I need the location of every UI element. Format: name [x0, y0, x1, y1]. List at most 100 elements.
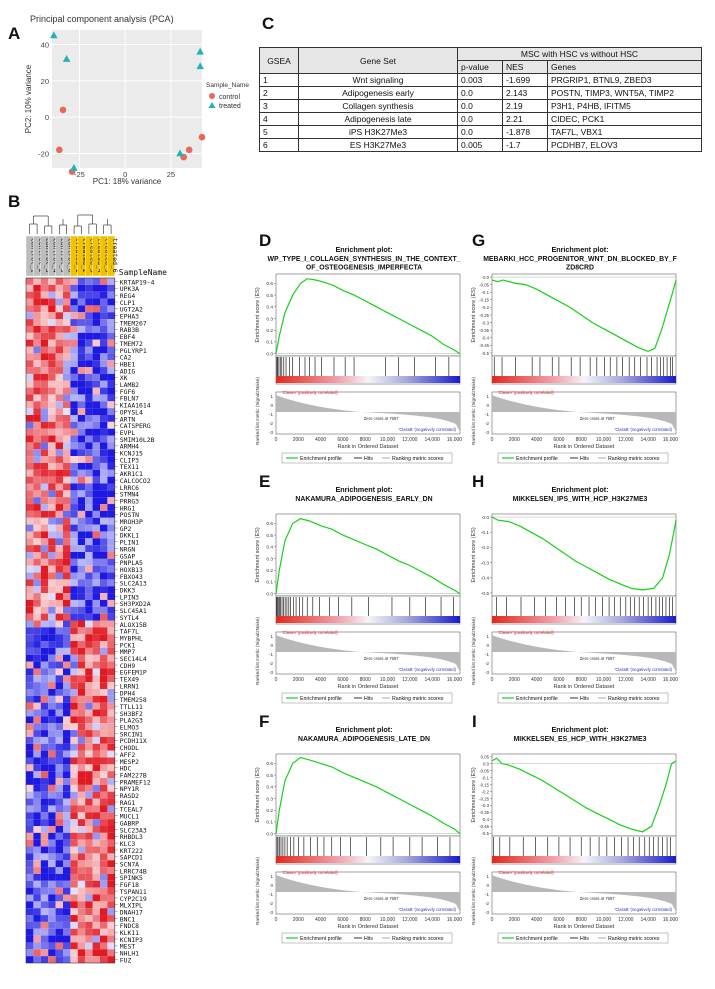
- heatmap-cell: [107, 668, 115, 676]
- heatmap-cell: [26, 620, 34, 628]
- gene-label: KCNIP3: [120, 936, 143, 944]
- heatmap-cell: [33, 949, 41, 957]
- heatmap-cell: [92, 880, 100, 888]
- heatmap-cell: [85, 538, 93, 546]
- heatmap-cell: [77, 476, 86, 484]
- pca-point-treated: [176, 149, 184, 157]
- heatmap-cell: [92, 750, 100, 758]
- heatmap-cell: [26, 421, 34, 429]
- x-tick: 10,000: [380, 677, 396, 683]
- heatmap-cell: [26, 627, 34, 635]
- heatmap-cell: [48, 517, 56, 525]
- gene-label: PLIN1: [120, 539, 139, 547]
- heatmap-cell: [63, 778, 71, 785]
- x-tick: 6000: [337, 677, 348, 683]
- heatmap-cell: [85, 517, 93, 525]
- heatmap-cell: [63, 367, 71, 374]
- heatmap-cell: [55, 360, 63, 368]
- heatmap-cell: [77, 421, 86, 429]
- ranking-metric-area: [492, 635, 676, 672]
- heatmap-cell: [85, 908, 93, 916]
- gsea-title-line-1: NAKAMURA_ADIPOGENESIS_EARLY_DN: [295, 496, 432, 503]
- heatmap-cell: [107, 435, 115, 443]
- heatmap-cell: [100, 750, 108, 758]
- gsea-plot-collagen: Enrichment plot:WP_TYPE_I_COLLAGEN_SYNTH…: [255, 245, 462, 464]
- heatmap-cell: [107, 339, 115, 347]
- es-panel-frame: [275, 273, 461, 357]
- heatmap-cell: [77, 880, 86, 888]
- heatmap-cell: [92, 510, 100, 518]
- heatmap-cell: [85, 380, 93, 388]
- heatmap-cell: [63, 319, 71, 326]
- heatmap-cell: [40, 668, 49, 676]
- heatmap-cells: [26, 278, 115, 963]
- heatmap-cell: [100, 339, 108, 347]
- metric-axis-label: Ranked list metric (Signal2Noise): [471, 617, 476, 685]
- gene-label: TTLL11: [120, 703, 143, 711]
- heatmap-cell: [33, 291, 41, 299]
- heatmap-cell: [63, 949, 71, 957]
- heatmap-cell: [48, 668, 56, 676]
- heatmap-cell: [85, 476, 93, 484]
- heatmap-cell: [100, 593, 108, 600]
- heatmap-cell: [33, 462, 41, 470]
- heatmap-cell: [107, 298, 115, 306]
- heatmap-cell: [40, 360, 49, 368]
- heatmap-cell: [63, 552, 71, 559]
- heatmap-cell: [55, 668, 63, 676]
- heatmap-cell: [40, 826, 49, 833]
- heatmap-cell: [40, 873, 49, 881]
- heatmap-cell: [55, 332, 63, 340]
- legend-metric-label: Ranking metric scores: [608, 936, 660, 942]
- gene-label: ARMH4: [120, 443, 139, 451]
- heatmap-cell: [85, 408, 93, 415]
- heatmap-cell: [107, 750, 115, 758]
- heatmap-cell: [92, 812, 100, 820]
- heatmap-cell: [92, 723, 100, 731]
- heatmap-cell: [77, 757, 86, 765]
- gene-label: SLC23A3: [120, 826, 147, 834]
- gene-label: LRRC6: [120, 484, 139, 492]
- heatmap-cell: [63, 298, 71, 306]
- heatmap-cell: [100, 613, 108, 621]
- heatmap-cell: [63, 408, 71, 415]
- heatmap-cell: [33, 880, 41, 888]
- heatmap-cell: [70, 469, 78, 477]
- heatmap-cell: [77, 428, 86, 436]
- heatmap-cell: [40, 791, 49, 799]
- es-y-tick: -0.45: [479, 824, 489, 829]
- heatmap-cell: [63, 469, 71, 477]
- heatmap-cell: [26, 853, 34, 861]
- heatmap-cell: [63, 647, 71, 655]
- heatmap-cell: [33, 832, 41, 840]
- heatmap-cell: [26, 558, 34, 566]
- heatmap-cell: [77, 435, 86, 443]
- panel-label-i: I: [472, 712, 477, 731]
- heatmap-cell: [100, 394, 108, 402]
- heatmap-cell: [70, 668, 78, 676]
- cell-gene-set: Wnt signaling: [298, 73, 458, 87]
- heatmap-cell: [33, 552, 41, 559]
- heatmap-cell: [70, 394, 78, 402]
- gene-label: SH3PXD2A: [120, 600, 151, 608]
- heatmap-cell: [85, 442, 93, 450]
- heatmap-cell: [92, 442, 100, 450]
- heatmap-cell: [92, 504, 100, 511]
- heatmap-cell: [26, 887, 34, 895]
- heatmap-cell: [85, 332, 93, 340]
- heatmap-cell: [77, 305, 86, 313]
- heatmap-cell: [77, 593, 86, 600]
- es-y-tick: 0.1: [266, 820, 273, 826]
- heatmap-cell: [92, 675, 100, 683]
- gene-label: REG4: [120, 292, 136, 300]
- x-tick: 12,000: [402, 917, 418, 923]
- heatmap-cell: [26, 661, 34, 669]
- heatmap-cell: [77, 497, 86, 505]
- heatmap-cell: [26, 915, 34, 922]
- heatmap-cell: [70, 606, 78, 614]
- x-tick: 0: [491, 437, 494, 443]
- x-tick: 2000: [293, 437, 304, 443]
- heatmap-cell: [107, 332, 115, 340]
- heatmap-cell: [92, 579, 100, 587]
- heatmap-cell: [26, 921, 34, 929]
